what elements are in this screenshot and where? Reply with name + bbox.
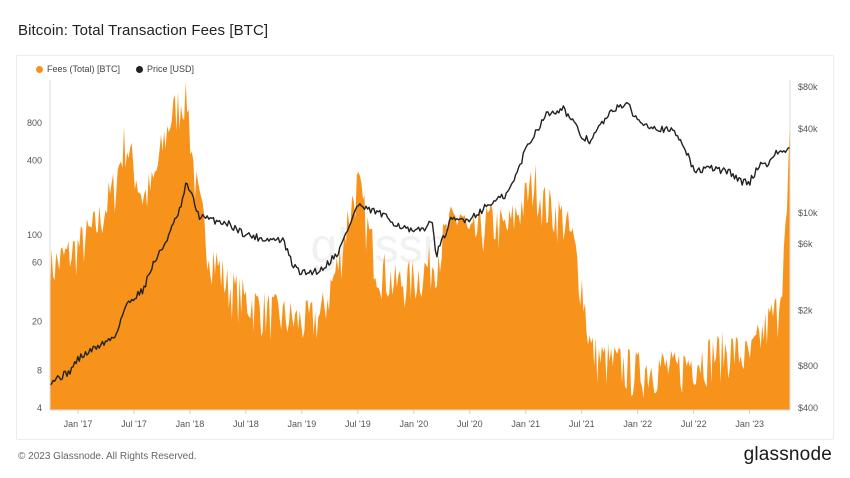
legend-dot-price (136, 65, 144, 73)
right-tick-label: $800 (798, 361, 818, 371)
fees-area-series (50, 82, 790, 410)
right-tick-label: $40k (798, 124, 818, 134)
x-tick-label: Jul '17 (121, 419, 147, 429)
left-tick-label: 60 (32, 257, 42, 267)
left-tick-label: 20 (32, 316, 42, 326)
copyright-text: © 2023 Glassnode. All Rights Reserved. (18, 451, 197, 462)
x-tick-label: Jan '18 (176, 419, 205, 429)
left-tick-label: 8 (37, 366, 42, 376)
left-tick-label: 400 (27, 155, 42, 165)
right-tick-label: $2k (798, 305, 813, 315)
right-tick-label: $6k (798, 239, 813, 249)
x-tick-label: Jan '17 (64, 419, 93, 429)
x-tick-label: Jul '19 (345, 419, 371, 429)
legend-label-price: Price [USD] (147, 64, 195, 74)
left-tick-label: 100 (27, 230, 42, 240)
x-tick-label: Jul '20 (457, 419, 483, 429)
legend-item-price[interactable]: Price [USD] (136, 64, 194, 74)
x-tick-label: Jan '19 (288, 419, 317, 429)
x-tick-label: Jul '18 (233, 419, 259, 429)
brand-logo: glassnode (743, 444, 832, 465)
right-tick-label: $10k (798, 208, 818, 218)
right-tick-label: $400 (798, 403, 818, 413)
legend-item-fees[interactable]: Fees (Total) [BTC] (36, 64, 120, 74)
chart-legend: Fees (Total) [BTC] Price [USD] (36, 64, 194, 74)
x-tick-label: Jan '21 (511, 419, 540, 429)
x-tick-label: Jan '22 (623, 419, 652, 429)
price-line-series (49, 101, 791, 386)
legend-dot-fees (36, 65, 43, 73)
x-tick-label: Jul '21 (569, 419, 595, 429)
x-tick-label: Jan '23 (735, 419, 764, 429)
right-tick-label: $80k (798, 82, 818, 92)
x-tick-label: Jul '22 (681, 419, 707, 429)
x-tick-label: Jan '20 (399, 419, 428, 429)
legend-label-fees: Fees (Total) [BTC] (47, 64, 121, 74)
page-title: Bitcoin: Total Transaction Fees [BTC] (18, 22, 269, 39)
left-tick-label: 4 (37, 403, 42, 413)
left-tick-label: 800 (27, 118, 42, 128)
